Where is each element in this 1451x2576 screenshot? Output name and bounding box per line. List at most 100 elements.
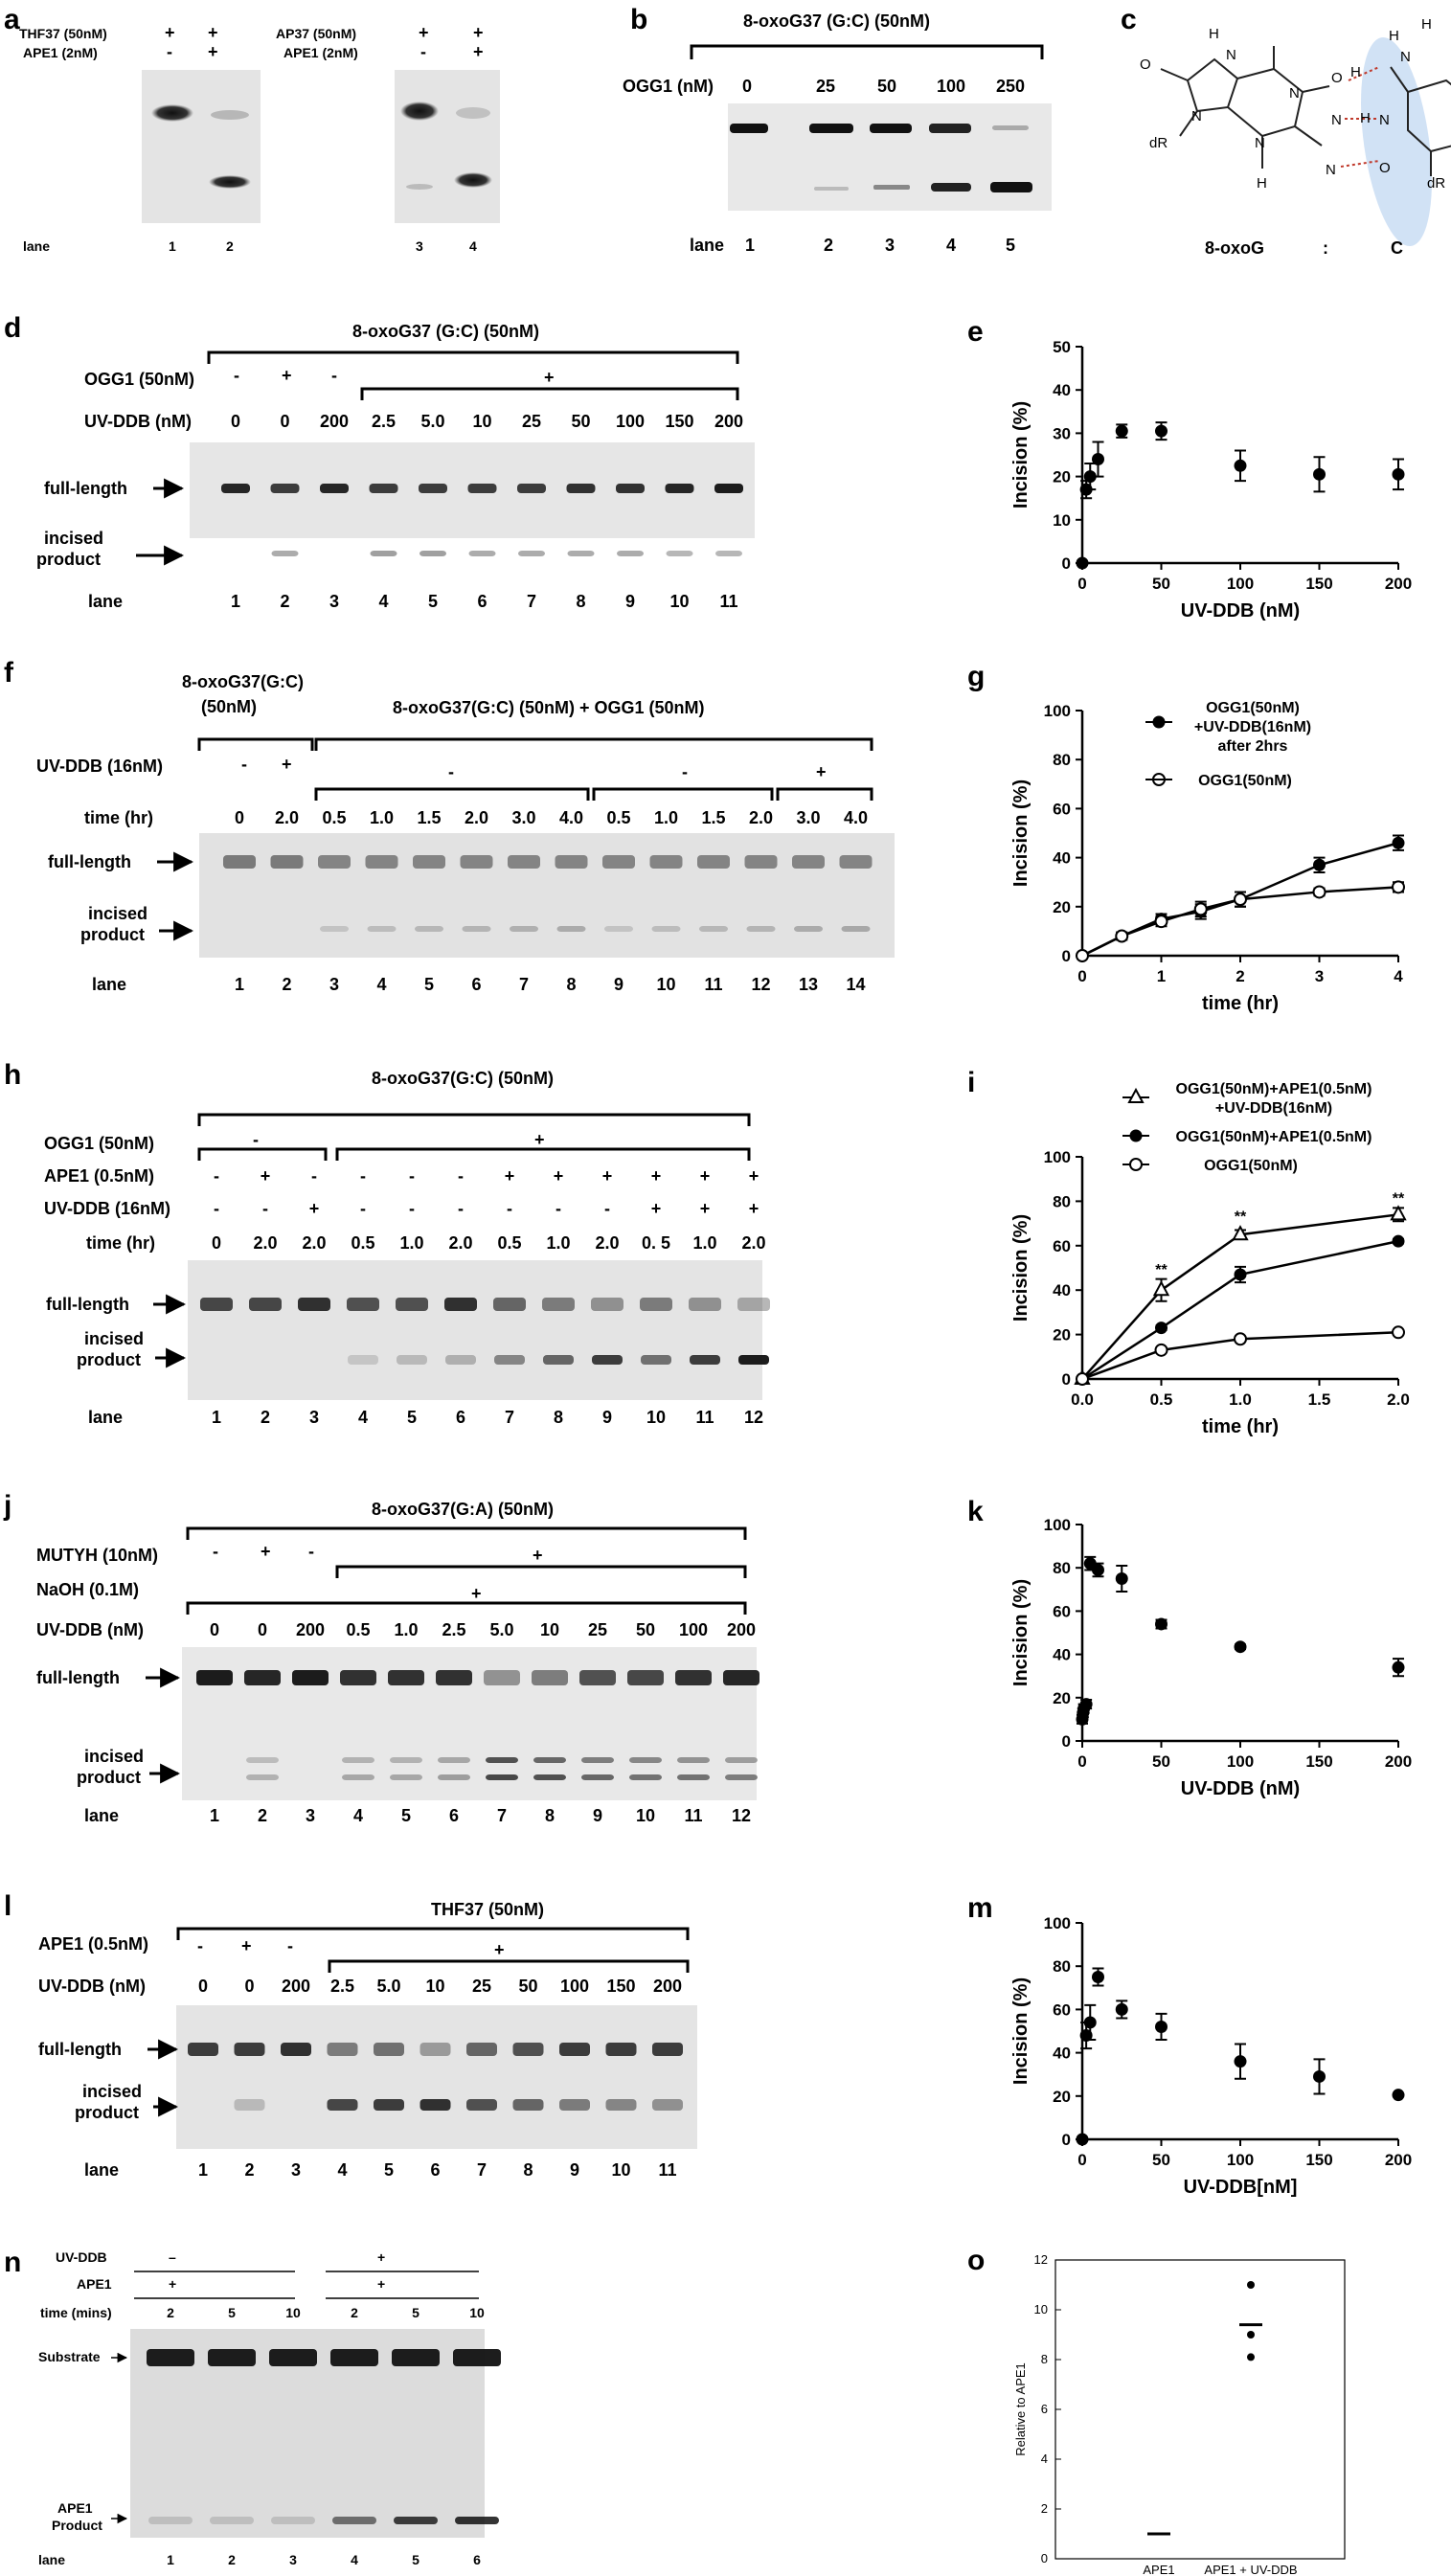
h-time: 2.0 — [595, 1233, 619, 1253]
n-ape-label: APE1 — [77, 2276, 112, 2292]
lane-number: 7 — [477, 2160, 487, 2180]
y-tick-label: 60 — [1053, 1237, 1071, 1255]
gel-band — [581, 1757, 614, 1763]
atom-h: H — [1360, 110, 1371, 126]
lane-number: 2 — [282, 975, 291, 994]
x-tick-label: 0.5 — [1150, 1390, 1173, 1409]
gel-band — [444, 1298, 477, 1311]
lane-number: 1 — [167, 2552, 174, 2567]
atom-h: H — [1350, 64, 1361, 80]
lane-number: 11 — [704, 975, 722, 994]
lane-number: 1 — [231, 592, 240, 611]
bracket — [314, 737, 873, 751]
gel-band — [468, 551, 496, 556]
x-tick-label: 150 — [1305, 2151, 1332, 2169]
gel-band — [281, 2043, 311, 2056]
d-row-label: UV-DDB (nM) — [84, 412, 192, 431]
gel-band — [419, 484, 447, 493]
gel-band — [271, 551, 299, 556]
lane-number: 6 — [477, 592, 487, 611]
f-uv-label: UV-DDB (16nM) — [36, 757, 163, 776]
lane-number: 7 — [497, 1806, 507, 1825]
h-sign: - — [262, 1199, 268, 1218]
lane-number: 7 — [505, 1408, 514, 1427]
b-value: 50 — [877, 77, 896, 96]
gel-band — [512, 2043, 544, 2056]
gel-band — [699, 926, 728, 932]
substrate-label: Substrate — [38, 2349, 101, 2364]
lane-number: 10 — [636, 1806, 655, 1825]
lane-number: 5 — [428, 592, 438, 611]
y-tick-label: 4 — [1041, 2452, 1048, 2466]
data-point — [1392, 2089, 1405, 2102]
data-point — [1155, 424, 1168, 438]
gel-band — [737, 1298, 770, 1311]
gel-band — [365, 855, 398, 869]
l-sign: + — [494, 1940, 505, 1959]
bracket — [360, 387, 739, 400]
data-point — [1129, 1158, 1143, 1171]
h-sign: + — [700, 1199, 711, 1218]
lane-number: 10 — [656, 975, 675, 994]
panel-letter-k: k — [967, 1496, 984, 1527]
h-sign: - — [409, 1166, 415, 1186]
incised-label: incised — [82, 2082, 142, 2101]
panel-a: a THF37 (50nM) APE1 (2nM) + + - + AP37 (… — [4, 4, 500, 254]
panel-b: b 8-oxoG37 (G:C) (50nM) OGG1 (nM) 0 25 5… — [623, 4, 1052, 255]
data-point — [1092, 1971, 1104, 1983]
series-line — [1081, 1239, 1399, 1381]
lane-number: 8 — [545, 1806, 555, 1825]
gel-band — [629, 1757, 662, 1763]
gel-band — [369, 484, 398, 493]
x-category-label: APE1 + UV-DDB — [1204, 2563, 1297, 2576]
atom-n: N — [1226, 47, 1236, 63]
lane-number: 5 — [384, 2160, 394, 2180]
gel-band — [246, 1757, 279, 1763]
data-point — [1076, 556, 1089, 570]
data-point — [1392, 880, 1405, 894]
y-tick-label: 12 — [1034, 2252, 1048, 2267]
h-time: 1.0 — [692, 1233, 716, 1253]
chart-k: k 0 20 40 60 80 100 0 50 100 150 200 UV-DDB (nM) Inc… — [967, 1496, 1412, 1799]
bracket — [776, 787, 873, 801]
x-axis-title: UV-DDB (nM) — [1181, 600, 1300, 621]
f-time: 1.0 — [370, 808, 394, 827]
gel-band — [617, 551, 644, 556]
l-value: 0 — [198, 1977, 208, 1996]
gel-band — [605, 2043, 637, 2056]
lane-number: 13 — [799, 975, 818, 994]
gel-band — [270, 484, 300, 493]
gel-band — [406, 184, 433, 190]
j-value: 2.5 — [442, 1620, 465, 1639]
j-value: 200 — [727, 1620, 756, 1639]
gel-band — [697, 855, 730, 869]
gel-band — [466, 2043, 497, 2056]
chart-o: o 0 2 4 6 8 10 12 Relative to APE1 APE1 APE1 + UV… — [967, 2245, 1346, 2576]
gel-band — [320, 926, 349, 932]
f-time: 2.0 — [465, 808, 488, 827]
h-sign: - — [214, 1166, 219, 1186]
panel-letter-e: e — [967, 316, 984, 348]
gel-band — [730, 124, 768, 133]
gel-band — [390, 1757, 422, 1763]
lane-number: 3 — [329, 592, 339, 611]
y-tick-label: 20 — [1053, 898, 1071, 916]
d-value: 5.0 — [420, 412, 444, 431]
y-tick-label: 40 — [1053, 1281, 1071, 1299]
gel-b — [728, 103, 1052, 211]
gel-band — [318, 855, 351, 869]
data-point — [1154, 915, 1168, 929]
gel-band — [249, 1298, 282, 1311]
data-point — [1247, 2353, 1255, 2361]
gel-band — [533, 1774, 566, 1780]
y-axis-title: Incision (%) — [1010, 1977, 1032, 2085]
lane-number: 6 — [430, 2160, 440, 2180]
data-point — [1076, 1372, 1089, 1386]
x-tick-label: 200 — [1385, 2151, 1412, 2169]
gel-band — [460, 855, 493, 869]
data-point — [1234, 893, 1247, 907]
x-tick-label: 1 — [1157, 967, 1166, 985]
gel-band — [839, 855, 873, 869]
gel-band — [413, 855, 445, 869]
data-point — [1247, 2331, 1255, 2339]
